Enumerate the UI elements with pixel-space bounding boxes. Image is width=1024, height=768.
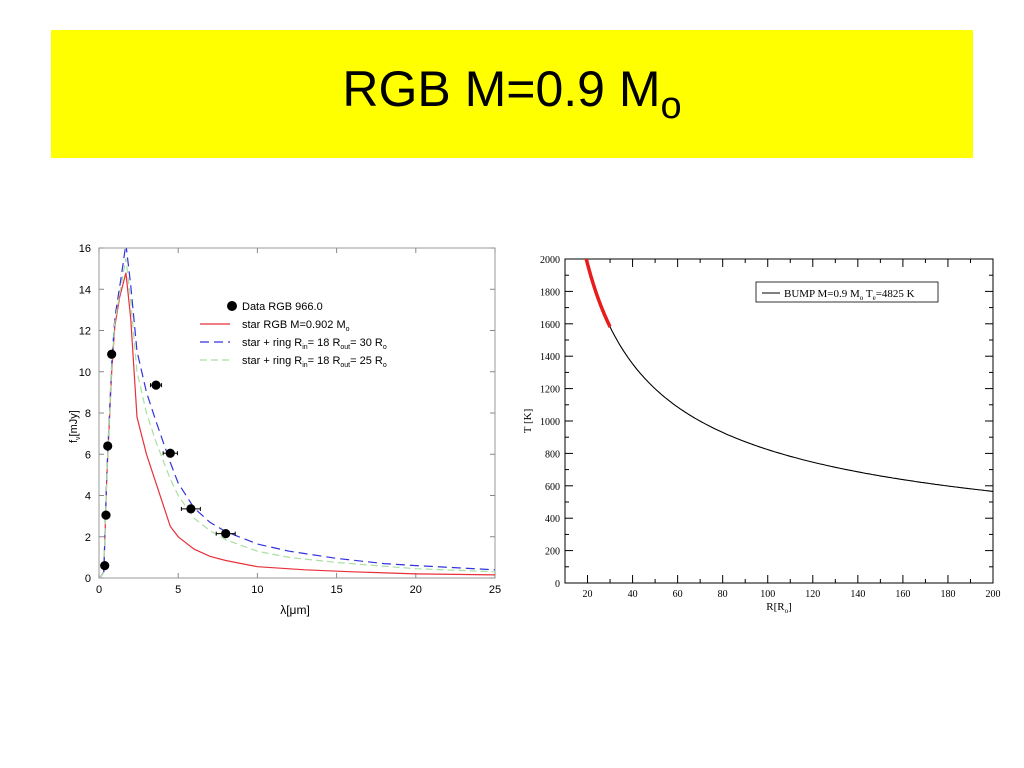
temp-y-tick-label: 0 xyxy=(555,579,560,590)
sed-data-point xyxy=(100,561,110,571)
sed-data-point xyxy=(165,448,175,458)
sed-y-tick-label: 16 xyxy=(79,243,91,255)
temp-plot-frame xyxy=(564,258,994,584)
sed-data-point xyxy=(186,504,196,514)
slide-title-main: RGB M=0.9 M xyxy=(342,61,661,117)
temp-x-tick-label: 60 xyxy=(673,589,683,600)
temp-x-axis-label: R[Ro] xyxy=(766,601,792,615)
sed-legend: Data RGB 966.0 star RGB M=0.902 Mo star … xyxy=(200,301,387,369)
sed-series-group xyxy=(99,248,495,578)
slide-title-bar: RGB M=0.9 Mo xyxy=(51,30,973,158)
temp-y-tick-label: 1200 xyxy=(540,385,560,396)
temp-y-axis-label: T [K] xyxy=(522,409,534,434)
legend-label-star: star RGB M=0.902 Mo xyxy=(242,319,350,333)
legend-marker-data xyxy=(227,301,237,311)
temp-x-tick-label: 160 xyxy=(895,589,910,600)
temp-y-tick-label: 1400 xyxy=(540,352,560,363)
temp-x-tick-label: 200 xyxy=(986,589,1001,600)
sed-x-tick-label: 0 xyxy=(96,584,102,596)
temp-series-line-0 xyxy=(585,259,993,492)
sed-data-point xyxy=(103,441,113,451)
sed-data-point xyxy=(101,510,111,520)
temp-legend-label: BUMP M=0.9 Mo Te=4825 K xyxy=(784,288,915,302)
temp-legend-box xyxy=(755,281,939,303)
sed-x-tick-label: 25 xyxy=(489,584,501,596)
sed-series-line-2 xyxy=(99,248,495,578)
legend-label-data: Data RGB 966.0 xyxy=(242,301,323,313)
sed-x-tick-label: 5 xyxy=(175,584,181,596)
slide-title-subscript: o xyxy=(660,85,682,127)
temp-x-tick-label: 120 xyxy=(805,589,820,600)
sed-y-tick-label: 10 xyxy=(79,367,91,379)
temp-y-tick-label: 1800 xyxy=(540,287,560,298)
slide-title: RGB M=0.9 Mo xyxy=(342,60,681,128)
sed-plot-frame xyxy=(98,247,496,579)
temp-y-tick-label: 1600 xyxy=(540,320,560,331)
sed-data-point xyxy=(221,529,231,539)
temp-x-tick-label: 80 xyxy=(718,589,728,600)
temperature-chart: 20 40 60 80 100 120 140 160 180 20002004006008001… xyxy=(522,255,1001,615)
sed-y-axis-label: fν[mJy] xyxy=(68,410,82,443)
sed-x-tick-label: 15 xyxy=(330,584,342,596)
sed-y-tick-label: 6 xyxy=(85,449,91,461)
temp-y-tick-label: 1000 xyxy=(540,417,560,428)
temp-x-tick-label: 20 xyxy=(583,589,593,600)
temp-x-tick-label: 180 xyxy=(940,589,955,600)
temp-legend: BUMP M=0.9 Mo Te=4825 K xyxy=(755,281,939,303)
sed-x-axis-label: λ[μm] xyxy=(280,603,310,617)
sed-data-point xyxy=(107,349,117,359)
legend-label-ring30: star + ring Rin= 18 Rout= 30 Ro xyxy=(242,337,387,351)
sed-x-tick-label: 10 xyxy=(251,584,263,596)
temp-y-tick-label: 600 xyxy=(545,482,560,493)
sed-y-tick-label: 14 xyxy=(79,284,91,296)
temp-axis-ticks: 20 40 60 80 100 120 140 160 180 20002004006008001… xyxy=(540,255,1001,600)
legend-label-ring25: star + ring Rin= 18 Rout= 25 Ro xyxy=(242,355,387,369)
temp-x-tick-label: 40 xyxy=(628,589,638,600)
sed-y-tick-label: 8 xyxy=(85,408,91,420)
sed-y-tick-label: 4 xyxy=(85,491,91,503)
temp-y-tick-label: 2000 xyxy=(540,255,560,266)
temp-y-tick-label: 200 xyxy=(545,547,560,558)
sed-x-tick-label: 20 xyxy=(410,584,422,596)
sed-y-tick-label: 12 xyxy=(79,326,91,338)
sed-y-tick-label: 2 xyxy=(85,532,91,544)
temp-x-tick-label: 100 xyxy=(760,589,775,600)
sed-data-point xyxy=(151,380,161,390)
temp-series-group xyxy=(584,259,993,492)
temp-y-tick-label: 400 xyxy=(545,514,560,525)
temp-series-line-1 xyxy=(584,259,612,329)
temp-y-tick-label: 800 xyxy=(545,449,560,460)
sed-y-tick-label: 0 xyxy=(85,573,91,585)
temp-x-tick-label: 140 xyxy=(850,589,865,600)
sed-axis-ticks: 0 5 10 15 20 25 0 2 4 6 8 10 12 14 16 xyxy=(79,243,501,596)
sed-chart: 0 5 10 15 20 25 0 2 4 6 8 10 12 14 16 Data RGB 966.0 s… xyxy=(68,243,501,617)
